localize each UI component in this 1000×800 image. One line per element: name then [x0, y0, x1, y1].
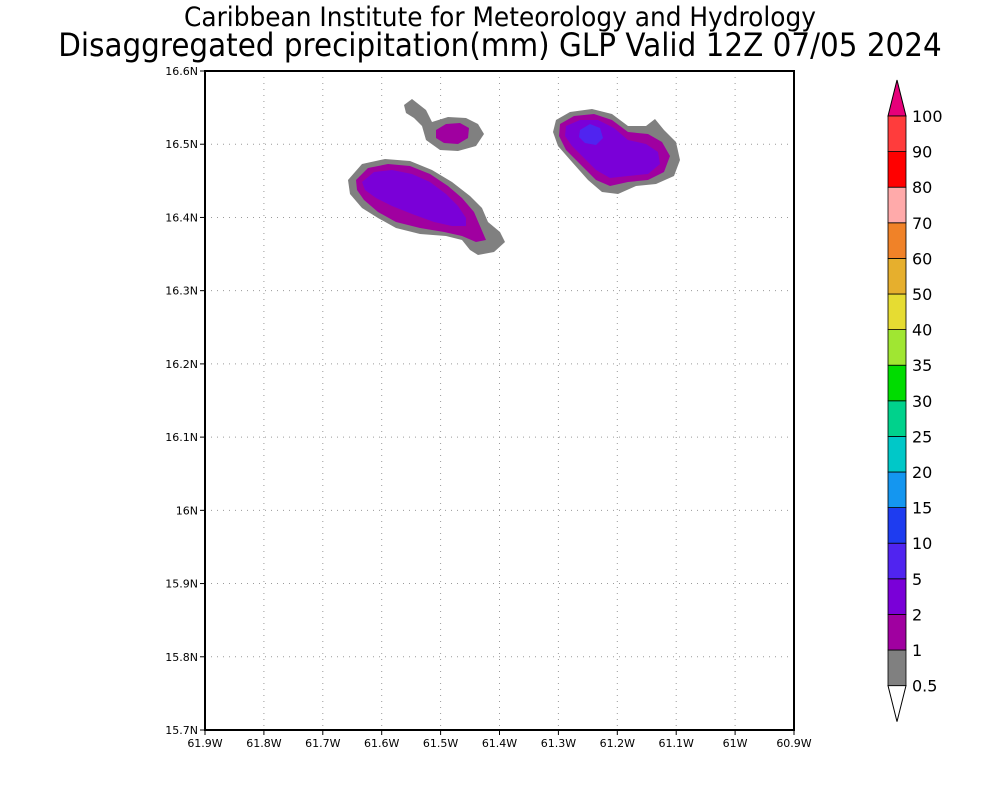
colorbar-segment	[887, 507, 907, 544]
colorbar-label: 40	[912, 321, 932, 340]
colorbar-segment	[887, 329, 907, 366]
lon-tick-label: 60.9W	[776, 737, 811, 750]
lon-axis-labels: 61.9W 61.8W 61.7W 61.6W 61.5W 61.4W 61.3W 61.2W…	[187, 737, 811, 750]
lat-tick-label: 16.5N	[165, 138, 198, 151]
colorbar-label: 0.5	[912, 677, 937, 696]
colorbar-segment	[887, 400, 907, 437]
colorbar-label: 60	[912, 249, 932, 268]
colorbar-segment	[887, 435, 907, 473]
colorbar-segment	[887, 471, 907, 508]
colorbar-label: 35	[912, 356, 932, 375]
colorbar-label: 2	[912, 605, 922, 624]
precip-area-north-islet-core	[436, 123, 469, 144]
colorbar-label: 90	[912, 143, 932, 162]
colorbar-label: 70	[912, 214, 932, 233]
lat-tick-label: 16.3N	[165, 285, 198, 298]
lon-tick-label: 61.2W	[600, 737, 635, 750]
precip-area-west-purple	[362, 170, 466, 226]
lon-tick-label: 61.7W	[305, 737, 340, 750]
colorbar-label: 30	[912, 392, 932, 411]
lat-tick-label: 16.4N	[165, 211, 198, 224]
colorbar-segment	[887, 649, 907, 686]
colorbar-segment	[887, 578, 907, 615]
lat-tick-label: 16.1N	[165, 431, 198, 444]
colorbar-label: 25	[912, 427, 932, 446]
colorbar-label: 50	[912, 285, 932, 304]
colorbar-label: 80	[912, 178, 932, 197]
precipitation-field	[348, 99, 680, 255]
lon-tick-label: 61.3W	[541, 737, 576, 750]
lat-tick-label: 16.2N	[165, 358, 198, 371]
title-line-1: Caribbean Institute for Meteorology and …	[184, 2, 816, 33]
colorbar-label: 15	[912, 499, 932, 518]
lat-tick-label: 15.8N	[165, 651, 198, 664]
colorbar-label: 100	[912, 107, 943, 126]
lat-axis-labels: 16.6N 16.5N 16.4N 16.3N 16.2N 16.1N 16N 15.9N 15…	[165, 65, 198, 737]
precip-area-north-islet	[404, 99, 484, 151]
lon-tick-label: 61W	[723, 737, 748, 750]
colorbar-label: 1	[912, 641, 922, 660]
colorbar-segment	[887, 542, 907, 580]
colorbar-segment	[887, 115, 907, 152]
colorbar-segment	[887, 614, 907, 651]
colorbar-segment	[887, 364, 907, 402]
lon-tick-label: 61.1W	[659, 737, 694, 750]
plot-frame	[204, 70, 795, 731]
colorbar-segment	[887, 257, 907, 295]
lat-tick-label: 16N	[176, 504, 198, 517]
lat-tick-label: 15.7N	[165, 724, 198, 737]
colorbar-label: 10	[912, 534, 932, 553]
axis-ticks	[200, 70, 795, 735]
precip-area-east-blue	[579, 124, 603, 145]
colorbar-segment	[887, 186, 907, 224]
colorbar-segment	[887, 293, 907, 330]
colorbar-arrow-bottom	[887, 685, 907, 722]
colorbar-segment	[887, 151, 907, 188]
lon-tick-label: 61.6W	[364, 737, 399, 750]
lat-tick-label: 16.6N	[165, 65, 198, 78]
colorbar-arrow-top	[887, 79, 907, 117]
lon-tick-label: 61.8W	[246, 737, 281, 750]
title-line-2: Disaggregated precipitation(mm) GLP Vali…	[58, 26, 942, 64]
lon-tick-label: 61.5W	[423, 737, 458, 750]
lon-tick-label: 61.4W	[482, 737, 517, 750]
colorbar-label: 20	[912, 463, 932, 482]
grid-lines	[205, 71, 794, 730]
lon-tick-label: 61.9W	[187, 737, 222, 750]
lat-tick-label: 15.9N	[165, 578, 198, 591]
colorbar-label: 5	[912, 570, 922, 589]
colorbar-segment	[887, 222, 907, 259]
